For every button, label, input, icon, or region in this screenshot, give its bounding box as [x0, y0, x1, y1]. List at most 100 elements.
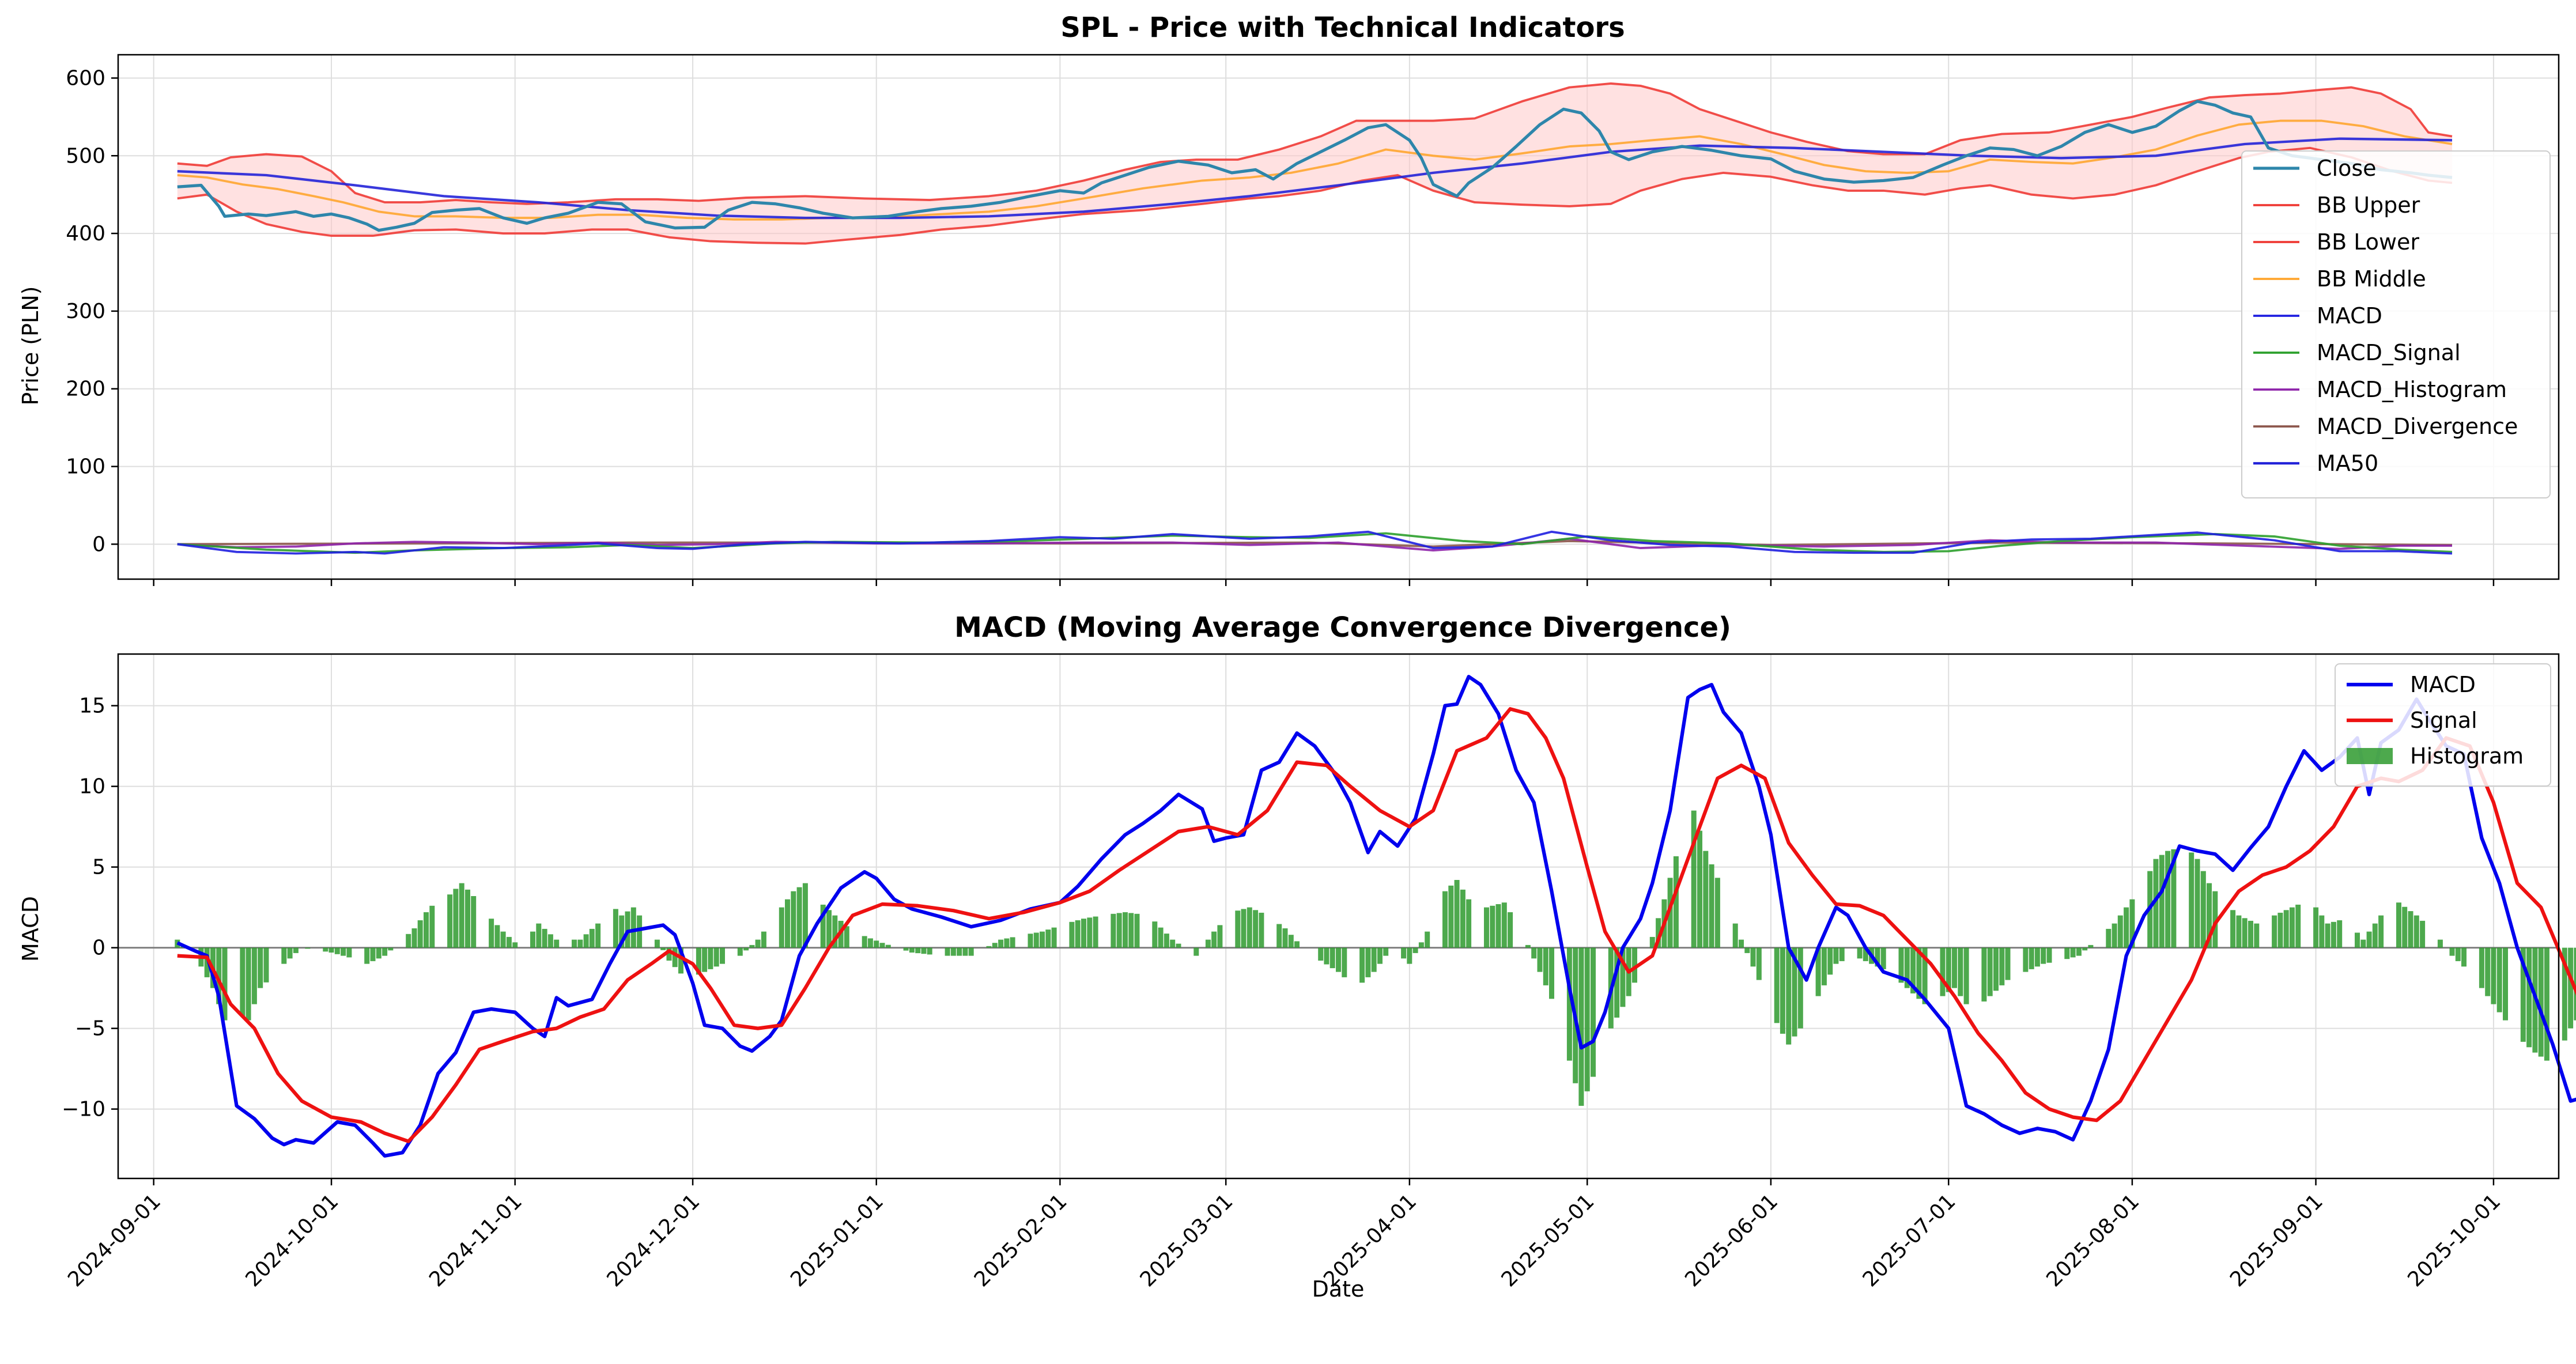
histogram-bar	[263, 947, 269, 983]
histogram-bar	[1158, 927, 1164, 948]
histogram-bar	[2355, 932, 2360, 948]
histogram-bar	[536, 923, 542, 948]
legend-label: MACD_Divergence	[2317, 414, 2518, 439]
histogram-bar	[2064, 947, 2070, 959]
histogram-bar	[992, 943, 998, 948]
histogram-bar	[1329, 947, 1335, 969]
histogram-bar	[1448, 885, 1454, 948]
histogram-bar	[1916, 947, 1922, 999]
series-line-macd	[176, 675, 2576, 1158]
histogram-bar	[216, 947, 222, 1004]
histogram-bar	[2544, 947, 2549, 1061]
histogram-bar	[957, 947, 962, 956]
histogram-bar	[2112, 923, 2117, 948]
histogram-bar	[287, 947, 293, 959]
histogram-bar	[1673, 856, 1679, 948]
histogram-bar	[619, 915, 625, 948]
histogram-bar	[1774, 947, 1780, 1023]
histogram-bar	[1958, 947, 1963, 996]
histogram-bar	[1365, 947, 1371, 977]
series-line-bb-middle	[177, 119, 2453, 221]
series-line-macd-histogram	[177, 537, 2452, 552]
histogram-bar	[2153, 859, 2159, 948]
histogram-bar	[1999, 947, 2005, 985]
histogram-bar	[577, 939, 583, 948]
histogram-bar	[1952, 947, 1957, 988]
histogram-bar	[1093, 916, 1098, 948]
histogram-bar	[2117, 915, 2123, 948]
histogram-bar	[1235, 910, 1241, 948]
histogram-bar	[1442, 891, 1448, 948]
histogram-bar	[927, 947, 932, 955]
histogram-bar	[1531, 947, 1537, 959]
histogram-bar	[2396, 902, 2401, 948]
histogram-bar	[2124, 907, 2129, 948]
histogram-bar	[1620, 947, 1626, 1007]
histogram-bar	[494, 925, 500, 948]
price-x-axis	[153, 579, 2495, 586]
histogram-bar	[530, 931, 535, 948]
histogram-bar	[2289, 907, 2295, 948]
histogram-bar	[1004, 938, 1010, 948]
histogram-bar	[1010, 937, 1015, 948]
histogram-bar	[696, 947, 701, 975]
histogram-bar	[2230, 910, 2236, 948]
histogram-bar	[323, 947, 328, 952]
histogram-bar	[489, 919, 494, 948]
histogram-bar	[2189, 852, 2194, 948]
histogram-bar	[737, 947, 743, 956]
histogram-bar	[293, 947, 299, 953]
histogram-bar	[2496, 947, 2502, 1012]
series-line-bb-upper	[177, 82, 2453, 205]
histogram-bar	[1193, 947, 1199, 956]
histogram-bar	[1164, 934, 1169, 948]
histogram-bar	[1501, 902, 1507, 948]
histogram-bar	[998, 939, 1004, 948]
histogram-bar	[1318, 947, 1324, 961]
histogram-bar	[1401, 947, 1407, 959]
histogram-bar	[589, 928, 595, 948]
y-tick-label: 0	[92, 532, 105, 556]
histogram-bar	[222, 947, 228, 1021]
histogram-bar	[2568, 947, 2574, 1029]
histogram-bar	[1205, 939, 1211, 948]
histogram-bar	[1045, 930, 1051, 948]
histogram-bar	[1750, 947, 1756, 967]
histogram-bar	[1543, 947, 1548, 985]
histogram-bar	[986, 946, 992, 948]
histogram-bar	[1525, 944, 1531, 948]
histogram-bar	[2408, 911, 2413, 948]
histogram-bar	[613, 909, 618, 948]
histogram-bar	[429, 905, 435, 948]
series-line-signal	[177, 707, 2576, 1143]
histogram-bar	[1591, 947, 1596, 1077]
legend-label: BB Middle	[2317, 266, 2426, 292]
histogram-bar	[1821, 947, 1827, 985]
histogram-bar	[554, 939, 560, 948]
histogram-bar	[1987, 947, 1993, 996]
histogram-bar	[2254, 923, 2260, 948]
histogram-bar	[2165, 851, 2171, 948]
price-panel: SPL - Price with Technical Indicators Pr…	[18, 12, 2560, 586]
histogram-bar	[447, 894, 453, 948]
histogram-bar	[2248, 920, 2253, 948]
histogram-bar	[1584, 947, 1590, 1091]
price-legend: Close BB Upper BB Lower BB Middle MACD MACD_S…	[2241, 150, 2551, 498]
histogram-bar	[1383, 947, 1389, 956]
histogram-bar	[1691, 810, 1697, 948]
histogram-bar	[1170, 939, 1176, 948]
histogram-bar	[459, 883, 464, 948]
series-line-macd	[177, 530, 2453, 555]
histogram-bar	[1336, 947, 1341, 972]
histogram-bar	[382, 947, 388, 956]
histogram-bar	[1780, 947, 1785, 1034]
histogram-bar	[595, 923, 601, 948]
histogram-bar	[749, 944, 755, 948]
histogram-bar	[1075, 920, 1081, 948]
histogram-bar	[1454, 880, 1460, 948]
histogram-bar	[1833, 947, 1839, 964]
macd-x-axis-label: Date	[1312, 1276, 1365, 1302]
legend-label: BB Upper	[2317, 192, 2420, 218]
y-tick-label: −5	[75, 1017, 105, 1041]
